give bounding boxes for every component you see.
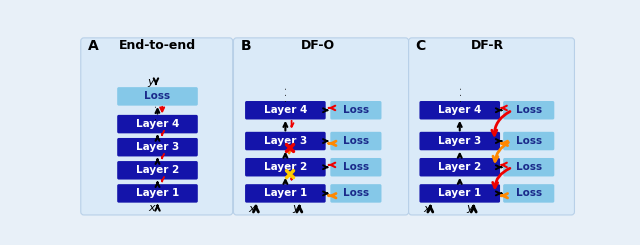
FancyBboxPatch shape (245, 184, 326, 203)
FancyBboxPatch shape (245, 132, 326, 150)
Text: Layer 3: Layer 3 (438, 136, 481, 146)
Text: Layer 3: Layer 3 (136, 142, 179, 152)
FancyBboxPatch shape (419, 132, 500, 150)
Text: DF-R: DF-R (472, 39, 504, 52)
FancyBboxPatch shape (503, 158, 554, 176)
FancyBboxPatch shape (330, 132, 381, 150)
Text: C: C (415, 39, 426, 53)
Text: Loss: Loss (343, 105, 369, 115)
FancyBboxPatch shape (503, 132, 554, 150)
Text: Layer 2: Layer 2 (136, 165, 179, 175)
FancyBboxPatch shape (234, 38, 408, 215)
Text: Loss: Loss (516, 105, 542, 115)
Text: Layer 1: Layer 1 (264, 188, 307, 198)
Text: Loss: Loss (516, 136, 542, 146)
FancyBboxPatch shape (330, 158, 381, 176)
Text: Loss: Loss (343, 136, 369, 146)
FancyBboxPatch shape (419, 101, 500, 120)
Text: Layer 4: Layer 4 (264, 105, 307, 115)
FancyBboxPatch shape (419, 158, 500, 176)
Text: $x$: $x$ (148, 203, 157, 213)
FancyBboxPatch shape (330, 101, 381, 120)
Text: Layer 1: Layer 1 (136, 188, 179, 198)
FancyBboxPatch shape (245, 158, 326, 176)
Text: Layer 1: Layer 1 (438, 188, 481, 198)
Text: Layer 2: Layer 2 (438, 162, 481, 172)
Text: · · ·: · · · (152, 105, 162, 120)
Text: $y$: $y$ (292, 203, 301, 215)
FancyBboxPatch shape (117, 115, 198, 133)
Text: $x$: $x$ (248, 204, 257, 214)
Text: $x$: $x$ (422, 204, 431, 214)
Text: Loss: Loss (343, 162, 369, 172)
FancyBboxPatch shape (117, 184, 198, 203)
Text: Layer 4: Layer 4 (136, 119, 179, 129)
Text: · · ·: · · · (282, 87, 292, 102)
Text: Loss: Loss (516, 162, 542, 172)
Text: A: A (88, 39, 99, 53)
FancyBboxPatch shape (503, 184, 554, 203)
FancyBboxPatch shape (117, 87, 198, 106)
FancyBboxPatch shape (117, 161, 198, 180)
FancyBboxPatch shape (81, 38, 233, 215)
Text: Layer 4: Layer 4 (438, 105, 481, 115)
Text: Layer 2: Layer 2 (264, 162, 307, 172)
FancyBboxPatch shape (245, 101, 326, 120)
Text: DF-O: DF-O (301, 39, 335, 52)
FancyBboxPatch shape (117, 138, 198, 157)
FancyBboxPatch shape (330, 184, 381, 203)
Text: End-to-end: End-to-end (119, 39, 196, 52)
Text: $y$: $y$ (147, 77, 156, 89)
Text: Loss: Loss (145, 91, 171, 101)
Text: $y$: $y$ (466, 203, 475, 215)
Text: Layer 3: Layer 3 (264, 136, 307, 146)
FancyBboxPatch shape (503, 101, 554, 120)
FancyBboxPatch shape (408, 38, 575, 215)
Text: · · ·: · · · (457, 87, 467, 102)
Text: B: B (241, 39, 251, 53)
Text: Loss: Loss (516, 188, 542, 198)
FancyBboxPatch shape (419, 184, 500, 203)
Text: Loss: Loss (343, 188, 369, 198)
